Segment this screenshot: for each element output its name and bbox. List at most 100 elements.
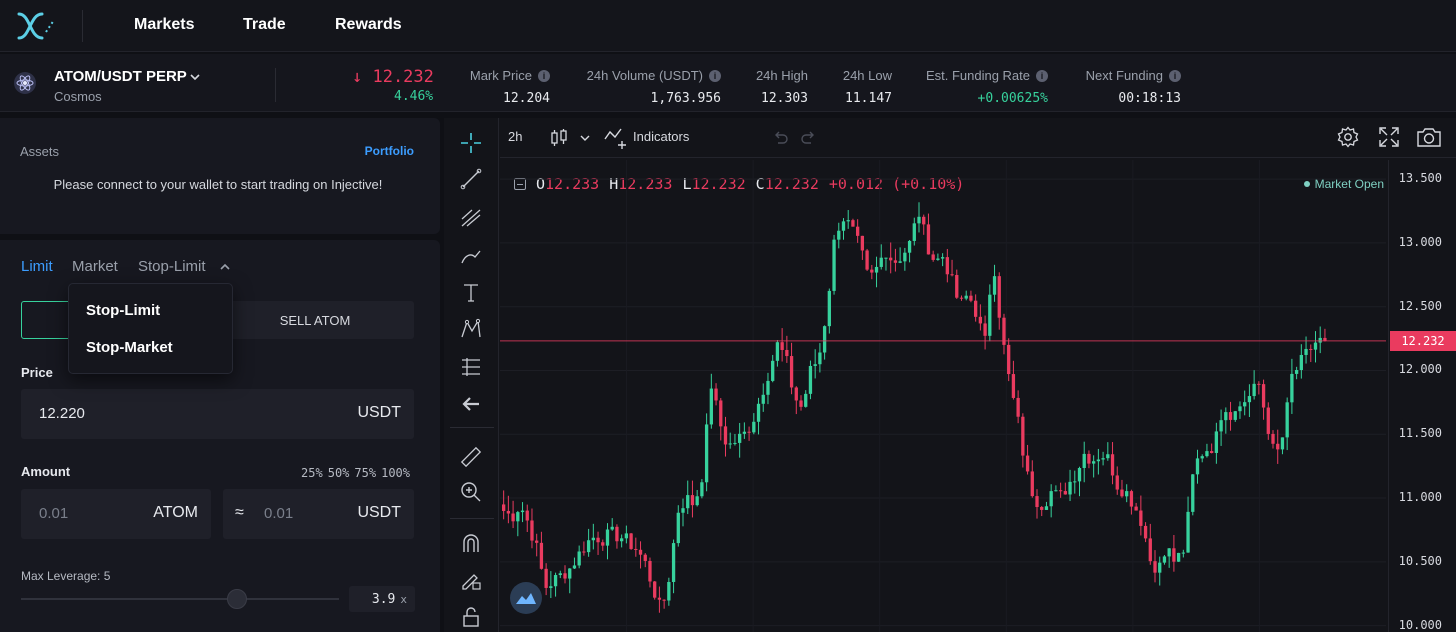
dropdown-item-stop-limit[interactable]: Stop-Limit (86, 302, 161, 319)
nav-rewards[interactable]: Rewards (335, 16, 402, 33)
stat-label: 24h Volume (USDT) (586, 68, 703, 83)
collapse-legend-icon[interactable] (514, 178, 526, 190)
candle-body (922, 216, 926, 225)
fullscreen-icon[interactable] (1378, 126, 1400, 148)
sell-button[interactable]: SELL ATOM (216, 301, 414, 339)
stat-label: Mark Price (469, 68, 532, 83)
portfolio-link[interactable]: Portfolio (364, 144, 414, 158)
crosshair-icon[interactable] (456, 128, 486, 158)
tradingview-logo-icon[interactable] (510, 582, 542, 614)
stat-value: 1,763.956 (650, 91, 721, 106)
undo-icon[interactable] (772, 130, 788, 144)
ruler-icon[interactable] (456, 442, 486, 472)
candle-body (997, 276, 1001, 318)
candle-body (629, 533, 633, 549)
camera-icon[interactable] (1416, 126, 1442, 148)
candle-body (1167, 548, 1171, 557)
pct-75-button[interactable]: 75% (354, 466, 377, 480)
candle-body (898, 261, 902, 263)
trend-line-icon[interactable] (456, 164, 486, 194)
indicators-button[interactable]: Indicators (633, 129, 690, 144)
pattern-icon[interactable] (456, 314, 486, 344)
leverage-input[interactable]: 3.9 x (349, 586, 415, 612)
zoom-in-icon[interactable] (456, 477, 486, 507)
candle-body (1257, 383, 1261, 385)
candle-body (1025, 455, 1030, 472)
indicators-icon[interactable] (604, 127, 630, 149)
candle-body (1247, 396, 1252, 403)
candle-body (903, 252, 907, 262)
market-pair-selector[interactable]: ATOM/USDT PERP (54, 68, 187, 85)
amount-input[interactable]: 0.01 ATOM (21, 489, 211, 539)
candle-body (983, 323, 987, 336)
candle-body (601, 542, 605, 546)
lock-drawing-icon[interactable] (456, 565, 486, 595)
candle-body (572, 565, 577, 569)
tab-market[interactable]: Market (72, 258, 118, 275)
pct-25-button[interactable]: 25% (301, 466, 323, 480)
candle-body (1101, 458, 1105, 460)
approx-symbol: ≈ (235, 504, 244, 521)
candle-body (1129, 491, 1134, 507)
chevron-down-icon[interactable] (188, 70, 202, 84)
candle-body (671, 543, 676, 582)
redo-icon[interactable] (801, 130, 817, 144)
price-axis[interactable]: 12.232 13.500 13.000 12.500 12.000 11.500 11.… (1388, 160, 1456, 632)
candle-body (766, 380, 770, 395)
leverage-slider-track[interactable] (21, 598, 339, 600)
measure-range-icon[interactable] (456, 352, 486, 382)
info-icon[interactable]: i (709, 69, 721, 82)
total-placeholder: 0.01 (264, 505, 294, 522)
leverage-slider-handle[interactable] (227, 589, 248, 609)
total-input[interactable]: ≈ 0.01 USDT (223, 489, 414, 539)
chevron-down-icon[interactable] (579, 133, 591, 143)
magnet-icon[interactable] (456, 529, 486, 559)
candle-body (931, 254, 935, 260)
price-axis-label: 12.000 (1398, 362, 1442, 377)
candle-body (1021, 416, 1025, 456)
connect-wallet-message: Please connect to your wallet to start t… (53, 177, 383, 192)
price-chart[interactable] (500, 160, 1386, 632)
assets-title: Assets (20, 144, 60, 159)
candle-body (516, 512, 520, 522)
candle-body (926, 224, 931, 255)
price-input[interactable]: 12.220 USDT (21, 389, 414, 439)
dropdown-item-stop-market[interactable]: Stop-Market (86, 339, 173, 356)
interval-selector[interactable]: 2h (508, 129, 523, 144)
pct-50-button[interactable]: 50% (327, 466, 350, 480)
candle-body (1077, 467, 1082, 482)
info-icon[interactable]: i (538, 69, 550, 82)
candle-body (653, 581, 657, 598)
candle-body (884, 257, 888, 259)
candle-body (502, 504, 506, 511)
tab-limit[interactable]: Limit (21, 258, 53, 275)
pct-100-button[interactable]: 100% (381, 466, 410, 480)
candle-body (643, 554, 647, 561)
tab-stop-limit[interactable]: Stop-Limit (138, 258, 206, 275)
candle-body (841, 221, 846, 231)
nav-markets[interactable]: Markets (134, 16, 195, 33)
injective-logo-icon[interactable] (16, 10, 58, 42)
brush-icon[interactable] (456, 240, 486, 270)
chevron-up-icon[interactable] (219, 262, 231, 272)
candle-body (827, 290, 831, 327)
candle-body (1309, 348, 1313, 350)
nav-trade[interactable]: Trade (243, 16, 286, 33)
pitchfork-icon[interactable] (456, 202, 486, 232)
info-icon[interactable]: i (1169, 69, 1181, 82)
chart-area: 2h Indicators O12.233 H12. (444, 118, 1456, 632)
text-tool-icon[interactable] (456, 278, 486, 308)
candle-body (992, 276, 997, 295)
candle-body (1148, 538, 1152, 562)
leverage-value: 3.9 (371, 591, 396, 607)
candle-body (511, 513, 515, 522)
candle-body (1115, 475, 1119, 490)
candle-body (1304, 348, 1308, 355)
unlock-icon[interactable] (456, 602, 486, 632)
candle-body (822, 326, 827, 353)
candlestick-type-icon[interactable] (550, 128, 568, 148)
back-arrow-icon[interactable] (456, 389, 486, 419)
settings-gear-icon[interactable] (1337, 126, 1359, 148)
info-icon[interactable]: i (1036, 69, 1048, 82)
candle-body (582, 551, 586, 553)
